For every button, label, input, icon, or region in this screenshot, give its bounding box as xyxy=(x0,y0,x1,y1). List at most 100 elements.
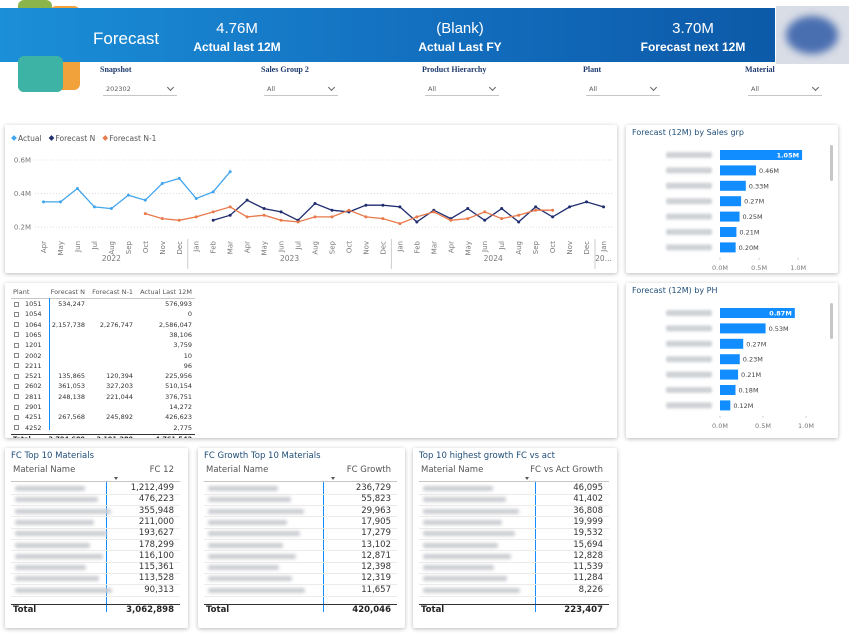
data-point xyxy=(245,198,249,202)
filter-dropdown[interactable]: All xyxy=(425,82,499,96)
x-tick-label: Nov xyxy=(566,241,574,255)
expand-button[interactable] xyxy=(14,332,19,338)
scrollbar[interactable] xyxy=(830,145,833,181)
material-name-blurred xyxy=(208,497,291,503)
row-label: 2002 xyxy=(25,351,42,360)
material-name-blurred xyxy=(208,576,292,582)
data-label: 0.23M xyxy=(743,356,763,364)
cell-value: 17,279 xyxy=(361,528,391,539)
cell-value: 12,828 xyxy=(573,550,603,561)
data-point xyxy=(517,220,521,224)
expand-button[interactable] xyxy=(14,383,19,389)
cell-value: 576,993 xyxy=(165,300,192,308)
x-tick-label: Jun xyxy=(278,241,286,253)
category-label-blurred xyxy=(666,371,712,378)
column-header[interactable]: FC 12 xyxy=(149,465,174,475)
row-label: 4251 xyxy=(25,413,42,422)
bar xyxy=(720,323,766,334)
column-header[interactable]: FC vs Act Growth xyxy=(530,465,603,475)
table-card: FC Growth Top 10 Materials Material Name F… xyxy=(198,448,405,628)
expand-button[interactable] xyxy=(14,311,19,317)
data-point xyxy=(534,208,538,212)
filter-dropdown[interactable]: All xyxy=(748,82,822,96)
data-point xyxy=(194,197,198,201)
expand-button[interactable] xyxy=(14,342,19,348)
total-value: 4,761,542 xyxy=(132,435,192,438)
x-tick-label: Dec xyxy=(379,241,387,255)
bar xyxy=(720,150,803,160)
x-tick-label: Oct xyxy=(549,241,557,253)
filter-dropdown[interactable]: All xyxy=(586,82,660,96)
filter-dropdown[interactable]: 202302 xyxy=(103,82,177,96)
cell-value: 12,871 xyxy=(361,550,391,561)
kpi-label: Forecast next 12M xyxy=(640,40,746,54)
row-label: 1065 xyxy=(25,330,42,339)
data-point xyxy=(92,205,96,209)
page-title: Forecast xyxy=(93,29,160,48)
filter-dropdown[interactable]: All xyxy=(264,82,338,96)
cell-value: 211,000 xyxy=(138,516,174,527)
x-tick-label: Apr xyxy=(244,241,252,253)
sort-indicator xyxy=(331,477,335,480)
filter-label: Material xyxy=(745,65,775,74)
data-point xyxy=(228,170,232,174)
x-tick-label: Jul xyxy=(91,241,99,251)
x-tick-label: 1.0M xyxy=(790,264,806,272)
expand-button[interactable] xyxy=(14,301,19,307)
data-label: 1.05M xyxy=(777,152,800,160)
column-header[interactable]: FC Growth xyxy=(346,465,391,475)
data-point xyxy=(262,213,266,217)
expand-button[interactable] xyxy=(14,322,19,328)
expand-button[interactable] xyxy=(14,414,19,420)
total-value: 3,062,898 xyxy=(126,605,174,615)
data-point xyxy=(500,217,504,221)
expand-button[interactable] xyxy=(14,353,19,358)
column-header: Forecast N-1 xyxy=(92,288,133,296)
expand-button[interactable] xyxy=(14,373,19,379)
x-tick-label: Jun xyxy=(74,241,82,253)
data-point xyxy=(211,218,215,222)
x-tick-label: Jul xyxy=(498,241,506,251)
data-point xyxy=(568,205,572,209)
cell-value: 38,106 xyxy=(169,330,192,339)
cell-value: 193,627 xyxy=(138,528,174,539)
material-name-blurred xyxy=(15,497,98,503)
row-divider xyxy=(419,561,609,563)
y-tick-label: 0.4M xyxy=(14,190,31,198)
expand-button[interactable] xyxy=(14,363,19,369)
cell-value: 15,694 xyxy=(573,539,603,550)
x-tick-label: Jun xyxy=(481,241,489,253)
x-group-label: 20... xyxy=(595,254,612,263)
row-divider xyxy=(419,527,609,529)
row-divider xyxy=(204,595,397,597)
cell-value: 96 xyxy=(183,361,192,370)
expand-button[interactable] xyxy=(14,425,19,431)
scrollbar[interactable] xyxy=(830,303,833,339)
expand-button[interactable] xyxy=(14,394,19,400)
category-label-blurred xyxy=(666,402,712,409)
cell-value: 245,892 xyxy=(106,413,133,422)
cell-value: 17,905 xyxy=(361,516,391,527)
material-name-blurred xyxy=(15,587,112,593)
material-name-blurred xyxy=(423,531,515,537)
expand-button[interactable] xyxy=(14,404,19,410)
data-point xyxy=(211,190,215,194)
row-divider xyxy=(11,572,180,574)
category-label-blurred xyxy=(666,167,712,174)
cell-value: 1,212,499 xyxy=(130,483,174,493)
data-point xyxy=(432,210,436,214)
column-divider xyxy=(106,482,107,612)
material-name-blurred xyxy=(15,553,103,559)
data-label: 0.21M xyxy=(739,229,759,237)
material-name-blurred xyxy=(15,519,94,525)
data-point xyxy=(500,207,504,211)
cell-value: 225,956 xyxy=(165,372,192,381)
cell-value: 135,865 xyxy=(58,372,85,381)
row-label: 1201 xyxy=(25,341,42,350)
x-tick-label: Mar xyxy=(430,241,438,254)
data-point xyxy=(483,218,487,222)
x-tick-label: Jan xyxy=(396,241,404,253)
row-label: 4252 xyxy=(25,423,42,432)
x-tick-label: Aug xyxy=(515,241,523,255)
